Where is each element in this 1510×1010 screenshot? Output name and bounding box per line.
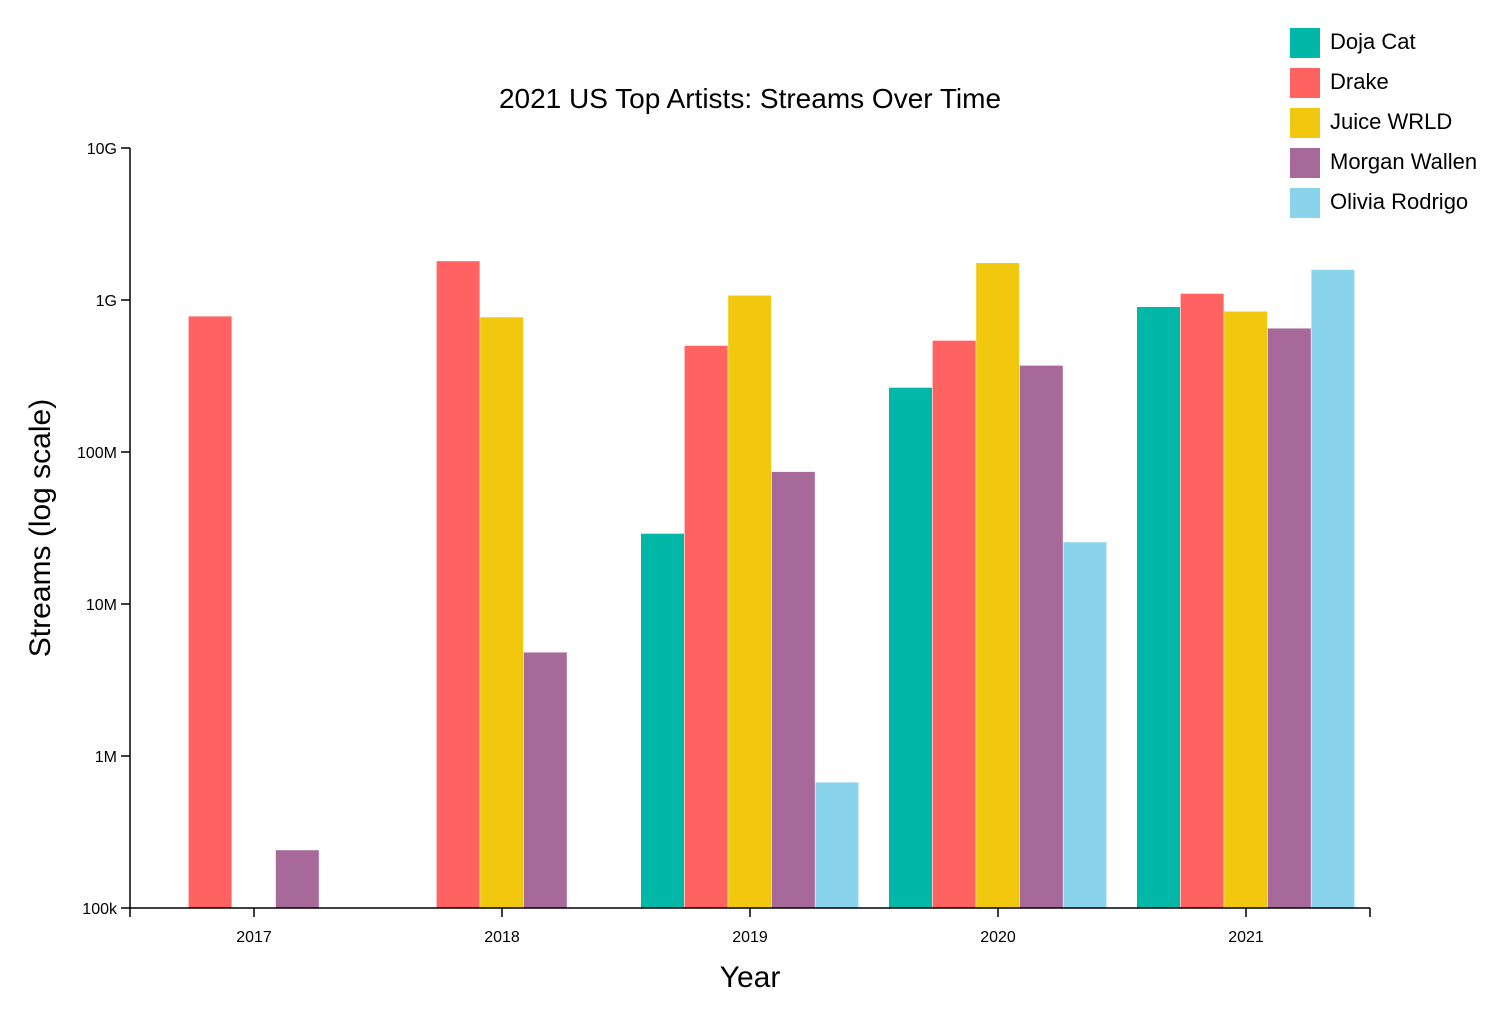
legend-swatch-juice-wrld bbox=[1290, 108, 1320, 138]
x-tick-label: 2020 bbox=[980, 929, 1016, 946]
bar-doja-cat-2021 bbox=[1137, 306, 1180, 909]
y-tick-label: 10M bbox=[86, 597, 117, 614]
y-axis: 100k 1M 10M 100M 1G 10G bbox=[77, 141, 131, 918]
bar-drake-2020 bbox=[932, 340, 976, 908]
chart-title: 2021 US Top Artists: Streams Over Time bbox=[499, 83, 1001, 114]
bar-juice-wrld-2021 bbox=[1224, 311, 1268, 908]
y-tick-label: 10G bbox=[87, 141, 117, 158]
x-axis: 2017 2018 2019 2020 2021 bbox=[129, 907, 1371, 946]
bar-juice-wrld-2019 bbox=[728, 295, 772, 908]
bar-juice-wrld-2020 bbox=[976, 263, 1020, 908]
bars-group bbox=[188, 261, 1355, 909]
legend-label-doja-cat: Doja Cat bbox=[1330, 29, 1416, 54]
x-tick-label: 2021 bbox=[1228, 929, 1264, 946]
bar-olivia-rodrigo-2020 bbox=[1063, 542, 1107, 908]
bar-drake-2017 bbox=[188, 316, 232, 908]
x-axis-title: Year bbox=[720, 961, 781, 994]
bar-morgan-wallen-2017 bbox=[275, 850, 319, 908]
y-axis-title: Streams (log scale) bbox=[24, 399, 57, 657]
legend-swatch-morgan-wallen bbox=[1290, 148, 1320, 178]
bar-drake-2019 bbox=[684, 345, 728, 908]
y-tick-label: 1G bbox=[96, 293, 117, 310]
legend-swatch-doja-cat bbox=[1290, 28, 1320, 58]
bar-drake-2021 bbox=[1180, 293, 1224, 909]
bar-juice-wrld-2018 bbox=[480, 317, 524, 908]
bar-morgan-wallen-2020 bbox=[1019, 365, 1063, 908]
legend-swatch-drake bbox=[1290, 68, 1320, 98]
legend-label-juice-wrld: Juice WRLD bbox=[1330, 109, 1452, 134]
y-tick-label: 100k bbox=[82, 901, 118, 918]
bar-olivia-rodrigo-2021 bbox=[1311, 269, 1355, 908]
legend-label-drake: Drake bbox=[1330, 69, 1389, 94]
bar-doja-cat-2019 bbox=[641, 533, 684, 908]
bar-morgan-wallen-2019 bbox=[771, 471, 815, 908]
bar-olivia-rodrigo-2019 bbox=[815, 782, 859, 908]
x-tick-label: 2019 bbox=[732, 929, 768, 946]
legend-swatch-olivia-rodrigo bbox=[1290, 188, 1320, 218]
x-tick-label: 2017 bbox=[236, 929, 272, 946]
bar-morgan-wallen-2018 bbox=[523, 652, 567, 908]
legend-label-morgan-wallen: Morgan Wallen bbox=[1330, 149, 1477, 174]
y-tick-label: 100M bbox=[77, 445, 117, 462]
legend-label-olivia-rodrigo: Olivia Rodrigo bbox=[1330, 189, 1468, 214]
legend: Doja Cat Drake Juice WRLD Morgan Wallen Oliv… bbox=[1290, 28, 1477, 218]
bar-morgan-wallen-2021 bbox=[1267, 328, 1311, 908]
x-tick-label: 2018 bbox=[484, 929, 520, 946]
y-tick-label: 1M bbox=[95, 749, 117, 766]
bar-drake-2018 bbox=[436, 261, 480, 908]
bar-doja-cat-2020 bbox=[889, 387, 932, 908]
